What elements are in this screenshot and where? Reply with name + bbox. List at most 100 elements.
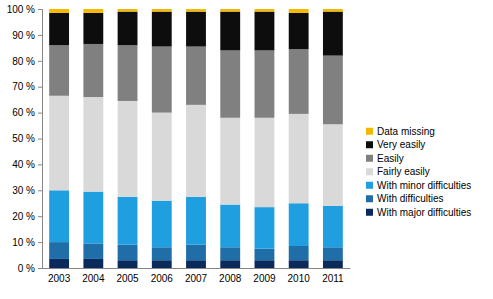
legend-label: Easily [377, 153, 404, 164]
bar-segment [83, 44, 103, 97]
tick: 80 % [12, 56, 42, 67]
bar-segment [152, 113, 172, 201]
tick-label: 80 % [12, 56, 35, 67]
tick-mark [38, 242, 42, 243]
tick: 90 % [12, 30, 42, 41]
tick-mark [38, 61, 42, 62]
bar-segment [289, 114, 309, 203]
bar-segment [255, 9, 275, 12]
tick-label: 2003 [48, 273, 71, 284]
legend-swatch [366, 128, 373, 135]
bar-segment [118, 101, 138, 197]
legend-label: With difficulties [377, 193, 444, 204]
series [49, 259, 343, 268]
tick: 2005 [116, 268, 139, 284]
bar-segment [220, 12, 240, 51]
bar-segment [186, 260, 206, 268]
legend-swatch [366, 141, 373, 148]
bar-segment [255, 118, 275, 207]
tick: 0 % [18, 263, 42, 274]
tick-label: 90 % [12, 30, 35, 41]
tick-label: 10 % [12, 237, 35, 248]
tick-label: 2008 [219, 273, 242, 284]
bar-segment [323, 206, 343, 247]
tick: 2009 [253, 268, 276, 284]
tick-mark [38, 113, 42, 114]
bar-segment [323, 260, 343, 268]
bar-segment [49, 45, 69, 96]
tick: 2006 [151, 268, 174, 284]
bar-segment [255, 249, 275, 261]
tick: 20 % [12, 211, 42, 222]
bar-segment [152, 12, 172, 47]
bar-segment [186, 12, 206, 47]
bar-segment [118, 12, 138, 46]
legend-label: Very easily [377, 139, 425, 150]
tick-label: 2009 [253, 273, 276, 284]
tick-mark [38, 268, 42, 269]
tick-label: 2010 [288, 273, 311, 284]
tick: 2004 [82, 268, 105, 284]
bar-segment [323, 56, 343, 125]
bar-segment [152, 47, 172, 113]
bar-segment [118, 260, 138, 268]
series [49, 9, 343, 13]
legend-label: With major difficulties [377, 207, 471, 218]
tick-label: 2005 [116, 273, 139, 284]
bar-segment [49, 13, 69, 45]
bar-segment [220, 50, 240, 117]
bar-segment [323, 124, 343, 206]
legend-swatch [366, 209, 373, 216]
bar-segment [323, 9, 343, 12]
bar-segment [289, 260, 309, 268]
bar-segment [83, 97, 103, 192]
bar-segment [289, 203, 309, 246]
tick-label: 60 % [12, 107, 35, 118]
tick: 2011 [322, 268, 344, 284]
tick-label: 2007 [185, 273, 208, 284]
tick-mark [38, 9, 42, 10]
tick-label: 30 % [12, 185, 35, 196]
tick: 50 % [12, 133, 42, 144]
bar-segment [323, 247, 343, 260]
tick-mark [38, 164, 42, 165]
bar-segment [186, 105, 206, 197]
bar-segment [152, 9, 172, 12]
bar-segment [255, 50, 275, 117]
tick-mark [38, 139, 42, 140]
legend-label: Fairly easily [377, 166, 430, 177]
series [49, 12, 343, 56]
tick: 30 % [12, 185, 42, 196]
tick: 70 % [12, 81, 42, 92]
tick-label: 50 % [12, 133, 35, 144]
bar-segment [152, 247, 172, 260]
bar-segment [220, 247, 240, 260]
axis-line [38, 10, 43, 269]
bar-segment [83, 9, 103, 13]
tick: 2008 [219, 268, 242, 284]
tick-label: 40 % [12, 159, 35, 170]
tick-mark [38, 190, 42, 191]
legend-swatch [366, 182, 373, 189]
bar-segment [220, 9, 240, 12]
bar-segment [186, 47, 206, 105]
bar-segment [186, 9, 206, 12]
bar-segment [220, 205, 240, 248]
tick-mark [38, 35, 42, 36]
bar-segment [83, 259, 103, 268]
tick: 2010 [288, 268, 311, 284]
tick-label: 2006 [151, 273, 174, 284]
bar-segment [255, 12, 275, 51]
bar-segment [289, 49, 309, 114]
bars [49, 9, 343, 268]
bar-segment [118, 45, 138, 101]
legend-swatch [366, 195, 373, 202]
legend-label: With minor difficulties [377, 180, 471, 191]
legend: Data missingVery easilyEasilyFairly easi… [366, 126, 471, 218]
bar-segment [83, 13, 103, 44]
bar-segment [220, 118, 240, 205]
bar-segment [49, 9, 69, 13]
bar-segment [289, 13, 309, 49]
plot: 0 %10 %20 %30 %40 %50 %60 %70 %80 %90 %1… [7, 4, 351, 284]
tick: 40 % [12, 159, 42, 170]
